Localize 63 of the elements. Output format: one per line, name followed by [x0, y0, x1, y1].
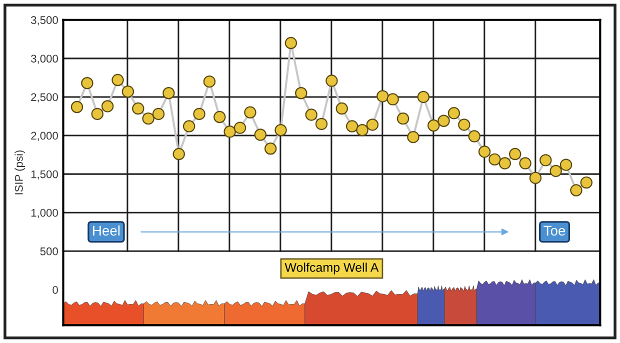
point: [366, 118, 379, 131]
point: [305, 108, 318, 121]
point: [182, 120, 196, 132]
annotation: Wolfcamp Well A: [284, 262, 379, 274]
point: [172, 148, 185, 160]
point: [580, 176, 593, 189]
point: [122, 85, 134, 98]
point: [570, 184, 582, 196]
y-axis-title: ISIP (psi): [14, 150, 26, 194]
point: [101, 100, 114, 112]
point: [560, 158, 572, 171]
point: [284, 36, 298, 50]
point: [458, 118, 470, 131]
point: [427, 119, 440, 132]
point: [550, 164, 562, 178]
point: [396, 112, 410, 125]
point: [488, 153, 501, 166]
y-tick-label: 0: [52, 286, 58, 294]
point: [448, 107, 460, 120]
annotation: Heel: [93, 225, 120, 236]
point: [214, 110, 226, 124]
point: [498, 157, 512, 170]
point: [315, 118, 328, 130]
point: [326, 74, 338, 87]
point: [386, 93, 399, 106]
point: [295, 87, 308, 100]
point: [70, 100, 84, 114]
point: [264, 142, 277, 155]
point: [540, 154, 552, 166]
y-tick-label: 2,500: [31, 93, 58, 102]
point: [142, 112, 154, 125]
annotation: Toe: [544, 226, 566, 236]
y-tick-label: 2,000: [31, 132, 58, 141]
point: [468, 130, 480, 142]
y-tick-label: 500: [40, 247, 58, 256]
point: [234, 122, 246, 134]
point: [244, 106, 256, 119]
point: [529, 172, 542, 184]
point: [152, 108, 165, 120]
point: [407, 130, 420, 144]
point: [274, 124, 287, 136]
point: [417, 90, 430, 104]
point: [519, 157, 532, 170]
point: [132, 102, 144, 115]
point: [224, 126, 236, 138]
point: [438, 114, 450, 127]
y-tick-label: 1,000: [31, 208, 58, 218]
point: [203, 75, 216, 88]
point: [193, 108, 206, 120]
point: [356, 124, 368, 136]
point: [508, 148, 522, 160]
y-tick-label: 3,000: [31, 54, 58, 64]
point: [81, 76, 94, 90]
point: [112, 74, 124, 86]
point: [162, 87, 175, 100]
point: [478, 146, 491, 158]
point: [254, 128, 266, 141]
point: [91, 108, 104, 120]
point: [376, 90, 389, 102]
y-tick-label: 1,500: [31, 170, 58, 180]
point: [346, 120, 358, 132]
point: [336, 102, 348, 115]
y-tick-label: 3,500: [31, 16, 58, 26]
